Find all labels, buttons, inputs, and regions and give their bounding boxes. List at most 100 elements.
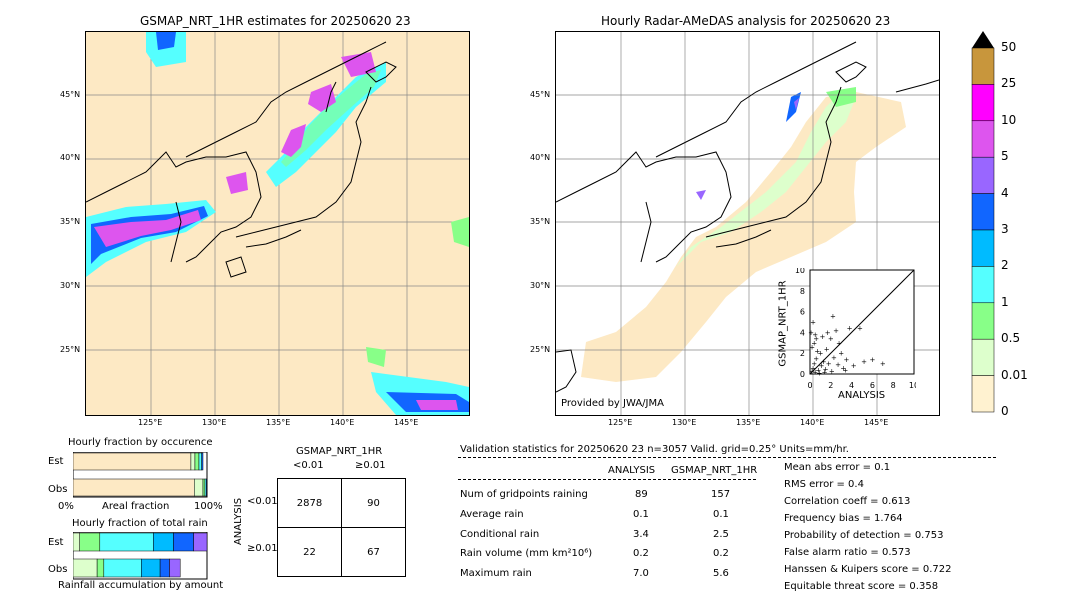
right-lon-label-140: 140°E (800, 418, 825, 427)
scatter-point: + (815, 366, 821, 374)
colorbar-segment (971, 375, 995, 413)
validation-row-analysis: 0.2 (633, 548, 649, 559)
right-lat-label-30: 30°N (530, 281, 551, 290)
scatter-inset: +++++++++++++++++++++++++++++++ +++++++++… (795, 268, 916, 390)
scatter-x-tick: 10 (909, 381, 916, 390)
validation-row-gsmap: 2.5 (713, 529, 729, 540)
stacked-bar-segment (141, 558, 161, 578)
stacked-bar-segment (194, 452, 200, 471)
scatter-point: + (835, 361, 841, 369)
scatter-xlabel: ANALYSIS (838, 390, 886, 401)
scatter-point: + (813, 355, 819, 363)
scatter-point: + (869, 356, 875, 364)
left-lat-label-45: 45°N (60, 90, 81, 99)
validation-score: Correlation coeff = 0.613 (784, 496, 911, 507)
stacked-bar-segment (193, 532, 208, 552)
scatter-point: + (812, 368, 818, 376)
validation-score: Equitable threat score = 0.358 (784, 581, 939, 592)
validation-score: RMS error = 0.4 (784, 479, 864, 490)
stacked-bar-segment (202, 478, 206, 497)
validation-row-gsmap: 0.1 (713, 509, 729, 520)
left-lat-label-40: 40°N (60, 153, 81, 162)
validation-score: Probability of detection = 0.753 (784, 530, 944, 541)
left-map (85, 31, 470, 416)
contingency-row-lt: <0.01 (247, 496, 278, 507)
scatter-point: + (822, 368, 828, 376)
colorbar-label: 3 (1001, 222, 1009, 236)
stacked-bar-segment (194, 478, 204, 497)
contingency-row-ge: ≥0.01 (247, 543, 278, 554)
right-lat-label-25: 25°N (530, 345, 551, 354)
scatter-point: + (809, 367, 815, 375)
validation-header-rule (458, 457, 996, 458)
scatter-point: + (857, 325, 863, 333)
scatter-point: + (831, 354, 837, 362)
stacked-bar-segment (206, 478, 208, 497)
scatter-point: + (821, 358, 827, 366)
validation-score: False alarm ratio = 0.573 (784, 547, 911, 558)
stacked-bar-segment (198, 452, 202, 471)
scatter-x-tick: 8 (891, 381, 896, 390)
scatter-y-tick: 8 (800, 287, 805, 296)
colorbar-segment (971, 302, 995, 340)
stacked-bar-segment (159, 558, 170, 578)
colorbar-segment (971, 266, 995, 304)
validation-col-gsmap: GSMAP_NRT_1HR (671, 465, 758, 476)
colorbar-segment (971, 229, 995, 267)
stacked-bar-segment (173, 532, 194, 552)
scatter-x-tick: 4 (849, 381, 854, 390)
colorbar-segment (971, 84, 995, 122)
scatter-y-tick: 0 (800, 370, 805, 379)
stacked-bar-segment (103, 558, 142, 578)
colorbar-label: 5 (1001, 149, 1009, 164)
validation-row-analysis: 89 (635, 489, 648, 500)
scatter-point: + (836, 339, 842, 347)
stacked-bar-segment (99, 532, 154, 552)
right-map-title: Hourly Radar-AMeDAS analysis for 2025062… (601, 14, 891, 28)
scatter-point: + (840, 364, 846, 372)
scatter-point: + (829, 367, 835, 375)
colorbar-label: 0 (1001, 404, 1009, 418)
right-lat-label-45: 45°N (530, 90, 551, 99)
stacked-bar-segment (73, 478, 195, 497)
stacked-bar-segment (73, 532, 80, 552)
validation-score: Hanssen & Kuipers score = 0.722 (784, 564, 952, 575)
left-lat-label-30: 30°N (60, 281, 81, 290)
scatter-point: + (843, 356, 849, 364)
stacked-bar-segment (153, 532, 174, 552)
validation-score: Frequency bias = 1.764 (784, 513, 903, 524)
scatter-point: + (826, 360, 832, 368)
scatter-point: + (823, 365, 829, 373)
validation-row-gsmap: 5.6 (713, 568, 729, 579)
left-coastlines (86, 41, 397, 278)
occurrence-x-left: 0% (58, 501, 74, 512)
occurrence-title: Hourly fraction by occurence (68, 437, 213, 448)
right-lon-label-135: 135°E (736, 418, 761, 427)
right-map-canvas (556, 32, 939, 415)
scatter-point: + (880, 360, 886, 368)
scatter-point: + (819, 362, 825, 370)
scatter-point: + (861, 358, 867, 366)
validation-row-analysis: 0.1 (633, 509, 649, 520)
validation-row-analysis: 7.0 (633, 568, 649, 579)
scatter-y-tick: 4 (800, 328, 805, 337)
accumulation-title: Hourly fraction of total rain (72, 518, 208, 529)
contingency-table: 2878 90 22 67 (277, 478, 406, 577)
scatter-point: + (811, 339, 817, 347)
scatter-x-tick: 2 (828, 381, 833, 390)
scatter-point: + (817, 350, 823, 358)
colorbar-label: 0.5 (1001, 331, 1021, 346)
occurrence-obs-label: Obs (48, 484, 68, 495)
colorbar-label: 10 (1001, 112, 1017, 127)
scatter-y-tick: 2 (800, 349, 805, 358)
colorbar-segment (971, 47, 995, 85)
stacked-bar-segment (73, 558, 98, 578)
scatter-point: + (830, 312, 836, 320)
validation-row-gsmap: 0.2 (713, 548, 729, 559)
accumulation-chart (73, 532, 208, 580)
validation-row-label: Conditional rain (460, 529, 540, 540)
colorbar-segment (971, 120, 995, 158)
colorbar-label: 4 (1001, 185, 1009, 200)
colorbar-label: 2 (1001, 258, 1009, 273)
scatter-point: + (816, 369, 822, 377)
